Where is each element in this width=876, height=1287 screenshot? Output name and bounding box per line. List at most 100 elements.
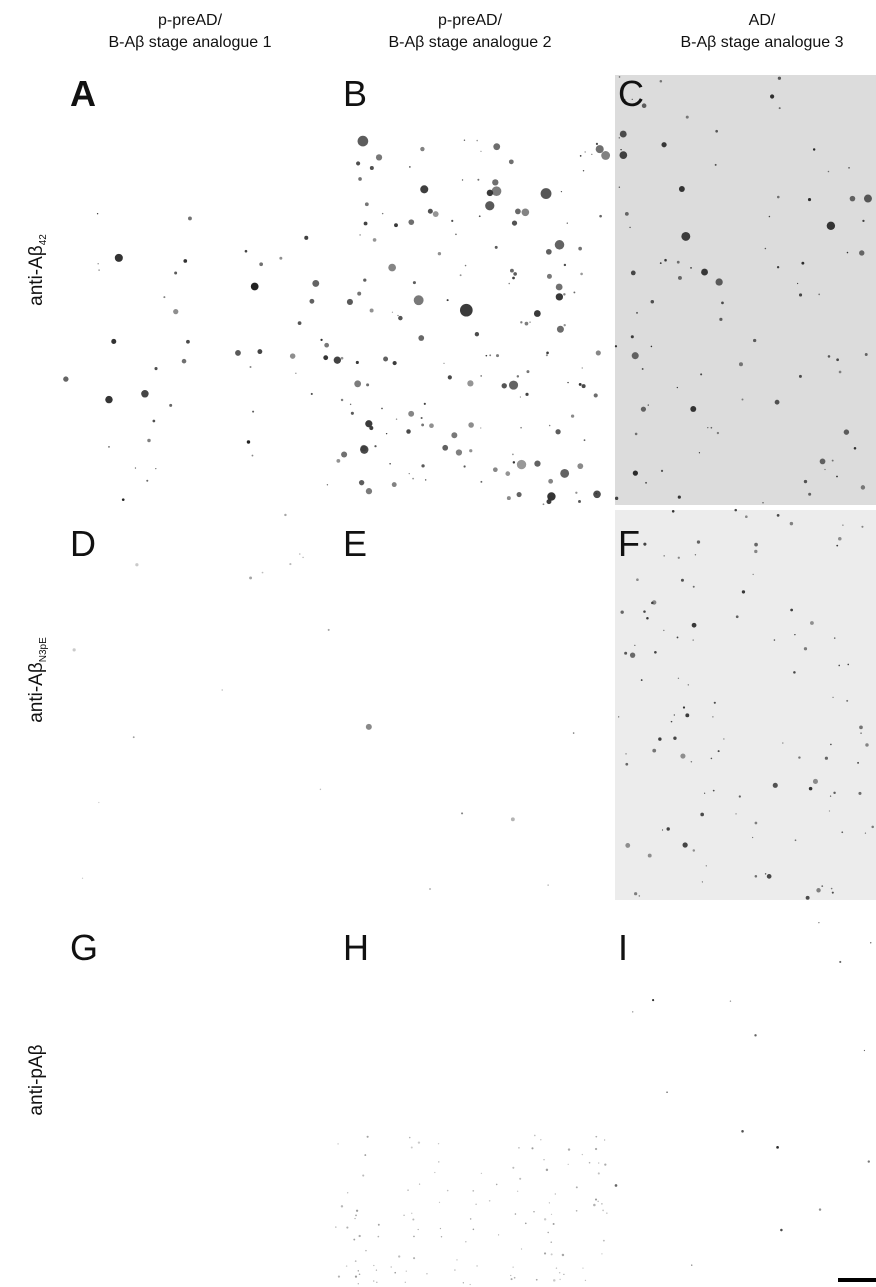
stain-dot [302, 557, 303, 558]
stain-dot [804, 647, 807, 650]
stain-dot [388, 264, 396, 272]
stain-dot [540, 1139, 541, 1140]
stain-dot [865, 353, 868, 356]
stain-dot [519, 1178, 521, 1180]
stain-dot [418, 1229, 419, 1230]
stain-dot [686, 116, 689, 119]
stain-dot [625, 212, 629, 216]
stain-dot [801, 262, 804, 265]
stain-dot [775, 400, 780, 405]
stain-dot [174, 272, 177, 275]
stain-dot [347, 299, 353, 305]
stain-dot [661, 142, 666, 147]
stain-dot [870, 942, 871, 943]
stain-dot [846, 700, 848, 702]
stain-dot [534, 460, 540, 466]
stain-dot [146, 480, 148, 482]
stain-dot [63, 376, 68, 381]
stain-dot [699, 452, 700, 453]
stain-dot [355, 1276, 357, 1278]
figure: p-preAD/ B-Aβ stage analogue 1 p-preAD/ … [0, 0, 876, 1287]
stain-dot [327, 484, 328, 485]
stain-dot [355, 1215, 357, 1217]
stain-dot [700, 373, 702, 375]
stain-dot [833, 792, 835, 794]
row-label: anti-pAβ [26, 1044, 47, 1115]
stain-dot [839, 371, 842, 374]
stain-dot [865, 743, 868, 746]
stain-dot [715, 164, 717, 166]
stain-dot [858, 792, 861, 795]
stain-dot [839, 961, 841, 963]
stain-dot [564, 324, 566, 326]
stain-dot [828, 171, 830, 173]
stain-dot [522, 208, 530, 216]
stain-dot [678, 557, 680, 559]
panel-letter: F [618, 523, 640, 564]
stain-dot [370, 166, 374, 170]
stain-dot [456, 1259, 457, 1260]
stain-dot [651, 300, 654, 303]
stain-dot [364, 1154, 366, 1156]
stain-dot [664, 259, 667, 262]
row-label-sub: 42 [38, 234, 49, 246]
stain-dot [735, 813, 736, 814]
stain-dot [652, 749, 656, 753]
stain-dot [517, 492, 522, 497]
stain-dot [780, 1229, 783, 1232]
stain-dot [834, 637, 835, 638]
stain-dot [871, 826, 874, 829]
stain-dot [830, 795, 831, 796]
stain-dot [513, 461, 515, 463]
panel-letter: G [70, 927, 98, 968]
stain-dot [247, 440, 250, 443]
stain-dot [584, 439, 586, 441]
stain-dot [517, 375, 519, 377]
stain-dot [631, 335, 634, 338]
stain-dot [790, 522, 793, 525]
column-header: p-preAD/ [438, 12, 503, 29]
stain-dot [451, 220, 453, 222]
stain-dot [555, 429, 560, 434]
stain-dot [601, 1253, 602, 1254]
stain-dot [376, 1282, 377, 1283]
stain-dot [859, 725, 863, 729]
stain-dot [580, 273, 583, 276]
stain-dot [480, 427, 481, 428]
panel-letter: H [343, 927, 369, 968]
stain-dot [777, 196, 780, 199]
stain-dot [463, 1282, 464, 1283]
stain-dot [707, 427, 708, 428]
stain-dot [472, 1190, 474, 1192]
stain-dot [635, 433, 638, 436]
stain-dot [376, 1270, 377, 1271]
stain-dot [677, 637, 679, 639]
stain-dot [844, 429, 849, 434]
stain-dot [365, 1250, 367, 1252]
stain-dot [512, 277, 515, 280]
stain-dot [619, 151, 627, 159]
stain-dot [717, 432, 719, 434]
stain-dot [251, 283, 259, 291]
stain-dot [734, 509, 737, 512]
stain-dot [486, 355, 488, 357]
stain-dot [359, 234, 360, 235]
stain-dot [518, 1147, 519, 1148]
stain-dot [470, 1218, 472, 1220]
stain-dot [429, 888, 431, 890]
stain-dot [836, 545, 838, 547]
stain-dot [439, 1202, 440, 1203]
stain-dot [674, 714, 675, 715]
stain-dot [589, 1162, 591, 1164]
stain-dot [479, 215, 481, 217]
stain-dot [412, 478, 414, 480]
stain-dot [770, 94, 774, 98]
stain-dot [593, 490, 601, 498]
stain-dot [515, 1213, 517, 1215]
stain-dot [496, 1184, 498, 1186]
stain-dot [460, 304, 473, 317]
stain-dot [813, 148, 815, 150]
stain-dot [517, 460, 526, 469]
stain-dot [373, 238, 377, 242]
stain-dot [619, 187, 620, 188]
